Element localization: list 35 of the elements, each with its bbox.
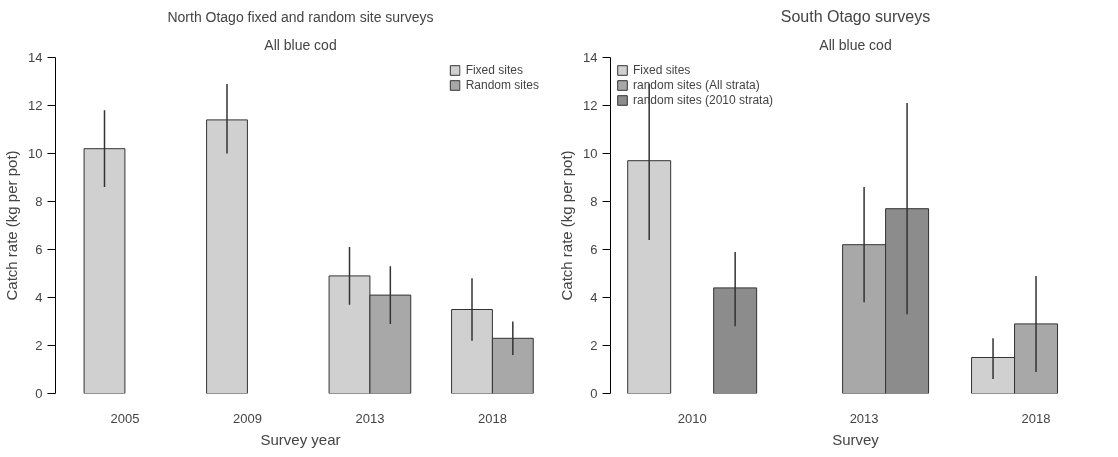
x-tick-label: 2010 xyxy=(677,410,707,426)
legend-label: Fixed sites xyxy=(633,63,691,77)
legend-label: random sites (All strata) xyxy=(633,78,760,92)
chart-subtitle: All blue cod xyxy=(819,36,892,53)
y-tick-label: 4 xyxy=(35,290,43,305)
chart-title: South Otago surveys xyxy=(780,7,931,25)
y-tick-label: 0 xyxy=(590,386,598,401)
y-tick-label: 2 xyxy=(35,338,43,353)
chart-subtitle: All blue cod xyxy=(264,36,337,53)
x-tick-label: 2013 xyxy=(849,410,879,426)
x-tick-label: 2005 xyxy=(110,410,140,426)
x-tick-label: 2009 xyxy=(232,410,262,426)
y-tick-label: 14 xyxy=(583,50,598,65)
x-axis-title: Survey year xyxy=(260,430,341,448)
y-axis-title: Catch rate (kg per pot) xyxy=(558,150,576,301)
y-tick-label: 0 xyxy=(35,386,43,401)
y-tick-label: 12 xyxy=(583,98,598,113)
y-tick-label: 8 xyxy=(35,194,43,209)
chart-title: North Otago fixed and random site surveys xyxy=(167,8,434,25)
y-tick-label: 6 xyxy=(590,242,598,257)
y-tick-label: 2 xyxy=(590,338,598,353)
x-axis-title: Survey xyxy=(832,430,880,448)
y-tick-label: 10 xyxy=(28,146,43,161)
x-tick-label: 2018 xyxy=(1021,410,1051,426)
x-tick-label: 2013 xyxy=(355,410,385,426)
y-tick-label: 6 xyxy=(35,242,43,257)
legend-label: Fixed sites xyxy=(465,63,523,77)
y-tick-label: 14 xyxy=(28,50,43,65)
y-tick-label: 8 xyxy=(590,194,598,209)
y-tick-label: 4 xyxy=(590,290,598,305)
x-tick-label: 2018 xyxy=(477,410,507,426)
y-tick-label: 10 xyxy=(583,146,598,161)
legend-label: Random sites xyxy=(465,78,539,92)
y-tick-label: 12 xyxy=(28,98,43,113)
y-axis-title: Catch rate (kg per pot) xyxy=(3,150,21,301)
